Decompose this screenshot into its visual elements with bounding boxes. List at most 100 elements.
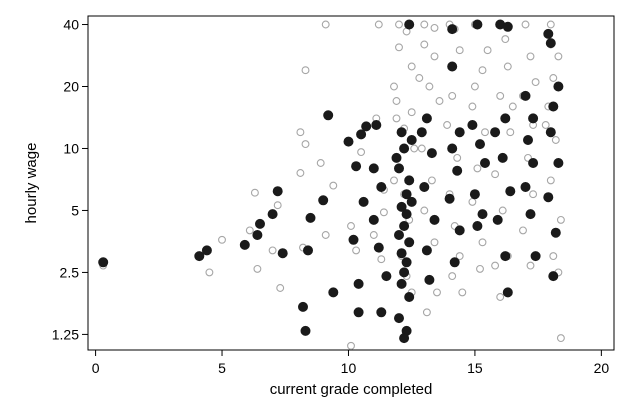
hollow-point-62	[443, 121, 452, 129]
filled-point-1	[194, 251, 205, 262]
hollow-point-75	[478, 238, 487, 247]
hollow-point-106	[549, 252, 558, 261]
hollow-point-30	[392, 114, 401, 123]
y-tick-label-5: 40	[63, 17, 79, 33]
hollow-point-52	[430, 238, 439, 247]
filled-point-93	[553, 81, 564, 92]
filled-point-63	[454, 225, 465, 236]
filled-point-61	[452, 165, 463, 176]
x-tick-label-1: 5	[218, 360, 226, 376]
filled-point-33	[393, 163, 404, 174]
hollow-point-85	[498, 206, 507, 215]
hollow-point-67	[448, 272, 457, 281]
filled-point-11	[302, 245, 313, 256]
filled-point-64	[449, 257, 460, 268]
filled-point-5	[254, 218, 265, 229]
hollow-point-41	[407, 62, 416, 71]
hollow-point-74	[468, 197, 477, 206]
hollow-point-43	[390, 176, 398, 185]
x-tick-label-4: 20	[594, 360, 610, 376]
x-tick-label-3: 15	[467, 360, 483, 376]
filled-point-13	[323, 110, 334, 121]
hollow-point-77	[470, 82, 479, 91]
hollow-point-6	[268, 246, 277, 255]
hollow-point-4	[250, 188, 259, 197]
filled-point-31	[396, 127, 407, 138]
hollow-point-80	[501, 35, 510, 44]
hollow-point-76	[476, 264, 484, 273]
filled-point-76	[502, 21, 513, 32]
filled-point-53	[421, 113, 432, 124]
filled-point-8	[267, 209, 278, 220]
filled-point-97	[543, 192, 554, 203]
filled-point-58	[424, 274, 435, 285]
hollow-point-11	[296, 169, 305, 177]
filled-point-25	[376, 181, 387, 192]
filled-point-65	[447, 61, 458, 72]
hollow-point-46	[430, 23, 439, 32]
hollow-point-48	[425, 82, 434, 91]
filled-point-87	[528, 157, 539, 168]
filled-point-43	[399, 267, 410, 278]
filled-point-86	[523, 134, 534, 145]
filled-point-56	[429, 214, 440, 225]
filled-point-42	[401, 257, 412, 268]
hollow-point-45	[420, 20, 429, 29]
hollow-point-20	[357, 148, 366, 157]
filled-point-91	[543, 28, 554, 39]
hollow-point-37	[392, 97, 401, 105]
hollow-point-14	[316, 159, 325, 167]
hollow-point-105	[556, 215, 565, 224]
filled-point-82	[502, 287, 513, 298]
filled-point-34	[404, 175, 415, 186]
filled-point-79	[505, 186, 516, 197]
filled-point-67	[454, 127, 465, 138]
filled-point-81	[500, 251, 511, 262]
filled-point-94	[548, 101, 559, 112]
filled-point-52	[406, 196, 417, 207]
hollow-point-25	[377, 255, 386, 264]
filled-point-68	[472, 19, 483, 30]
filled-point-29	[381, 271, 392, 282]
y-tick-label-1: 2.5	[60, 264, 80, 280]
filled-point-90	[530, 251, 541, 262]
filled-point-70	[479, 157, 490, 168]
hollow-point-28	[395, 43, 403, 52]
hollow-point-42	[410, 144, 419, 153]
hollow-point-108	[556, 334, 565, 343]
y-tick-label-3: 10	[63, 140, 79, 156]
filled-point-28	[376, 307, 387, 318]
filled-point-46	[393, 313, 404, 324]
filled-point-83	[490, 127, 501, 138]
filled-point-10	[300, 325, 311, 336]
filled-point-80	[492, 214, 503, 225]
hollow-point-27	[379, 208, 388, 217]
filled-point-44	[396, 278, 407, 289]
filled-point-99	[548, 271, 559, 282]
hollow-point-60	[455, 46, 464, 55]
filled-point-6	[272, 186, 283, 197]
filled-point-84	[520, 90, 531, 101]
filled-point-37	[401, 209, 412, 220]
filled-point-36	[396, 201, 407, 212]
hollow-point-9	[296, 128, 305, 137]
y-axis-ticks: 1.25 2.5 5 10 20 40	[52, 17, 88, 342]
hollow-point-16	[321, 20, 330, 29]
hollow-point-101	[549, 74, 558, 82]
filled-point-26	[368, 214, 379, 225]
plot-frame	[87, 15, 615, 351]
hollow-point-29	[390, 82, 398, 91]
hollow-point-68	[458, 288, 467, 297]
hollow-point-38	[407, 108, 416, 117]
x-axis-ticks: 0 5 10 15 20	[92, 350, 610, 376]
filled-point-18	[361, 121, 372, 132]
x-axis-label: current grade completed	[270, 381, 433, 398]
hollow-point-104	[546, 176, 555, 185]
filled-point-59	[416, 127, 427, 138]
filled-point-96	[553, 157, 564, 168]
filled-point-71	[469, 189, 480, 200]
filled-point-30	[368, 163, 379, 174]
y-tick-label-4: 20	[63, 78, 79, 94]
hollow-point-81	[503, 62, 512, 71]
filled-point-45	[404, 291, 415, 302]
